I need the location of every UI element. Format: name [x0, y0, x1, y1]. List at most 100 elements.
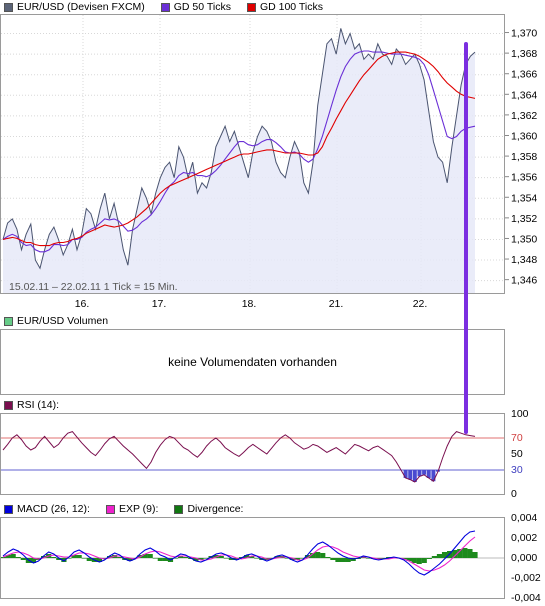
rsi-oversold-fill — [403, 470, 440, 482]
macd-divergence-bar — [51, 557, 57, 558]
price-area-fill — [3, 28, 475, 294]
macd-divergence-bar — [157, 558, 163, 561]
rsi-y-tick-label: 100 — [511, 408, 529, 420]
macd-divergence-bar — [254, 558, 260, 559]
macd-y-tick-label: 0,000 — [511, 552, 537, 564]
price-y-tick-label: 1,370 — [511, 28, 537, 40]
price-chart — [1, 15, 504, 294]
macd-divergence-bar — [127, 558, 133, 561]
legend-swatch-rsi — [4, 400, 13, 410]
rsi-y-tick-label: 30 — [511, 464, 523, 476]
price-y-tick-label: 1,348 — [511, 254, 537, 266]
macd-divergence-bar — [340, 558, 346, 562]
volume-empty-message: keine Volumendaten vorhanden — [168, 355, 337, 369]
price-x-tick-label: 18. — [242, 298, 257, 310]
macd-divergence-bar — [41, 556, 47, 558]
rsi-panel — [0, 413, 505, 495]
macd-divergence-bar — [5, 555, 11, 558]
macd-chart — [0, 530, 504, 576]
legend-item-eurusd: EUR/USD (Devisen FXCM) — [4, 1, 145, 13]
price-y-tick-label: 1,346 — [511, 275, 537, 287]
macd-divergence-bar — [309, 553, 316, 558]
volume-panel: keine Volumendaten vorhanden — [0, 329, 505, 395]
macd-divergence-bar — [228, 558, 234, 560]
macd-legend: MACD (26, 12): EXP (9): Divergence: — [4, 502, 253, 516]
macd-divergence-bar — [61, 558, 67, 562]
macd-divergence-bar — [66, 558, 72, 559]
legend-swatch-gd50 — [160, 2, 170, 12]
macd-line — [2, 530, 476, 576]
macd-divergence-bar — [203, 558, 209, 559]
macd-divergence-bar — [431, 556, 437, 558]
price-x-tick-label: 17. — [152, 298, 167, 310]
macd-divergence-bar — [30, 558, 37, 563]
price-legend: EUR/USD (Devisen FXCM) GD 50 Ticks GD 10… — [4, 0, 333, 14]
legend-label-rsi: RSI (14): — [17, 399, 60, 411]
macd-divergence-bar — [172, 558, 179, 559]
macd-divergence-bar — [162, 558, 169, 561]
macd-divergence-bar — [106, 556, 113, 558]
price-y-tick-label: 1,368 — [511, 48, 537, 60]
macd-divergence-bar — [441, 552, 448, 558]
macd-y-axis: -0,004 -0,002 0,000 0,002 0,004 — [511, 512, 541, 604]
macd-divergence-bar — [178, 556, 184, 558]
price-series-line-1 — [2, 50, 476, 253]
macd-divergence-bar — [198, 558, 204, 560]
legend-label-eurusd: EUR/USD (Devisen FXCM) — [17, 1, 145, 13]
macd-divergence-bar — [117, 557, 123, 558]
price-y-tick-label: 1,358 — [511, 151, 537, 163]
rsi-y-tick-label: 0 — [511, 488, 517, 498]
macd-divergence-bar — [249, 556, 255, 558]
macd-divergence-bar — [20, 558, 26, 560]
price-series-line-2 — [2, 51, 476, 247]
legend-label-macd: MACD (26, 12): — [17, 503, 90, 515]
legend-label-divergence: Divergence: — [187, 503, 244, 515]
legend-label-gd100: GD 100 Ticks — [259, 1, 323, 13]
macd-exp-line — [2, 536, 476, 572]
macd-divergence-bar — [411, 558, 417, 563]
macd-divergence-bar — [244, 555, 250, 558]
macd-divergence-bar — [294, 558, 300, 560]
legend-swatch-volume — [4, 316, 13, 326]
macd-divergence-bar — [381, 558, 387, 559]
macd-divergence-bar — [147, 554, 153, 558]
price-y-tick-label: 1,366 — [511, 69, 537, 81]
macd-divergence-bar — [289, 558, 295, 560]
macd-divergence-bar — [426, 558, 432, 559]
price-x-tick-label: 22. — [413, 298, 428, 310]
legend-item-volume: EUR/USD Volumen — [4, 315, 108, 327]
macd-divergence-bar — [345, 558, 351, 562]
macd-divergence-bar — [335, 558, 341, 562]
macd-divergence-bar — [462, 548, 468, 558]
legend-swatch-divergence — [174, 504, 184, 514]
rsi-y-axis: 0 30 50 70 100 — [511, 408, 529, 498]
macd-divergence-bar — [183, 557, 189, 558]
price-x-axis: 16. 17. 18. 21. 22. — [75, 298, 428, 310]
price-y-tick-label: 1,354 — [511, 192, 537, 204]
legend-label-volume: EUR/USD Volumen — [17, 315, 109, 327]
macd-divergence-bar — [436, 554, 443, 558]
price-y-axis: 1,346 1,348 1,350 1,352 1,354 1,356 1,358 1,360… — [505, 28, 537, 287]
macd-divergence-bar — [96, 558, 103, 562]
macd-divergence-bar — [193, 558, 199, 561]
macd-divergence-bar — [76, 555, 82, 558]
macd-divergence-bar — [416, 558, 422, 564]
macd-divergence-bar — [457, 549, 463, 558]
macd-divergence-bar — [223, 558, 229, 559]
macd-divergence-bar — [406, 558, 412, 561]
macd-divergence-bar — [472, 552, 478, 558]
macd-divergence-bar — [269, 558, 275, 559]
macd-divergence-bar — [421, 558, 427, 563]
price-x-tick-label: 16. — [75, 298, 90, 310]
price-y-tick-label: 1,364 — [511, 89, 537, 101]
macd-divergence-bar — [86, 558, 92, 561]
macd-divergence-bar — [330, 558, 336, 560]
macd-divergence-bar — [81, 558, 87, 559]
price-y-tick-label: 1,360 — [511, 130, 537, 142]
rsi-y-tick-label: 50 — [511, 448, 523, 460]
macd-divergence-bar — [142, 554, 148, 558]
legend-swatch-gd100 — [246, 2, 256, 12]
rsi-y-tick-label: 70 — [511, 432, 523, 444]
macd-divergence-bar — [299, 558, 306, 559]
macd-divergence-bar — [304, 555, 311, 558]
